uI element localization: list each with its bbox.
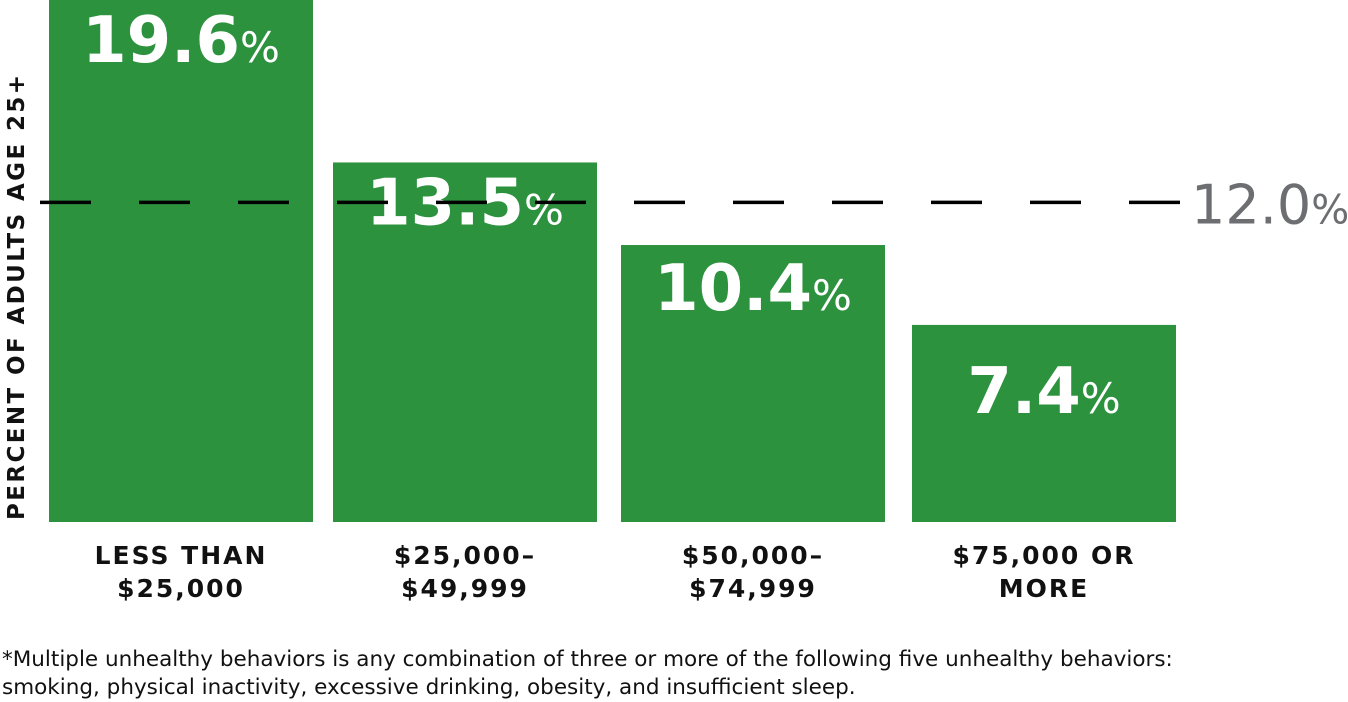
bar-value-unit: %: [524, 185, 564, 234]
y-axis-label: PERCENT OF ADULTS AGE 25+: [4, 73, 30, 520]
reference-line-label: 12.0%: [1191, 173, 1348, 236]
bars-group: [49, 0, 1176, 523]
category-label: $25,000: [117, 574, 245, 603]
bar-value-unit: %: [1081, 374, 1121, 423]
category-label: $75,000 OR: [952, 541, 1135, 570]
bar: [912, 324, 1176, 522]
category-label: $74,999: [689, 574, 817, 603]
bar: [49, 0, 313, 522]
bar-value-number: 10.4: [654, 252, 812, 326]
bar-value-unit: %: [240, 23, 280, 72]
reference-value: 12.0: [1191, 173, 1311, 236]
category-labels: LESS THAN $25,000 $25,000– $49,999 $50,000– $…: [95, 541, 1135, 603]
footnote: *Multiple unhealthy behaviors is any com…: [2, 646, 1342, 702]
bar: [621, 245, 885, 523]
category-label: $49,999: [401, 574, 529, 603]
bar-value-number: 7.4: [967, 355, 1080, 429]
bar: [333, 162, 597, 523]
bar-value-unit: %: [812, 271, 852, 320]
category-label: LESS THAN: [95, 541, 268, 570]
reference-unit: %: [1311, 187, 1348, 233]
bar-value-number: 19.6: [82, 4, 240, 78]
bar-value-label: 7.4%: [967, 355, 1120, 429]
bar-value-label: 10.4%: [654, 252, 852, 326]
category-label: $50,000–: [682, 541, 824, 570]
footnote-line: smoking, physical inactivity, excessive …: [2, 675, 856, 700]
category-label: MORE: [999, 574, 1089, 603]
bar-value-label: 19.6%: [82, 4, 280, 78]
category-label: $25,000–: [394, 541, 536, 570]
footnote-line: *Multiple unhealthy behaviors is any com…: [2, 647, 1173, 672]
